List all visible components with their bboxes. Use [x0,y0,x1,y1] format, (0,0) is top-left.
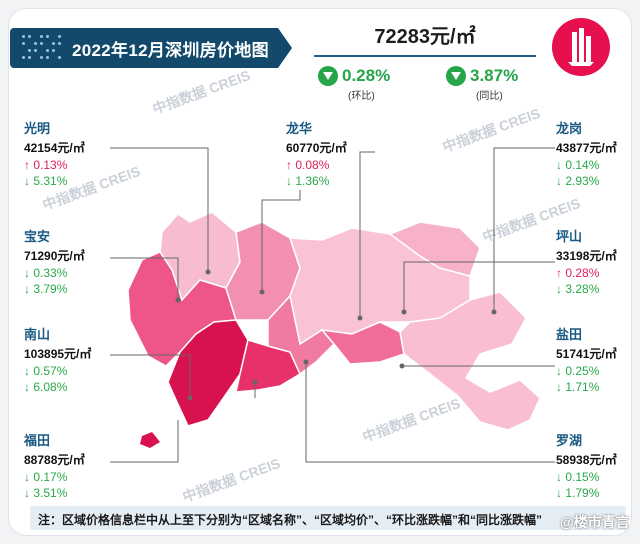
district-yoy: ↓ 1.71% [556,380,600,394]
district-name: 宝安 [24,229,51,244]
district-mom: ↑ 0.13% [24,158,68,172]
divider [314,55,536,57]
district-yoy: ↓ 2.93% [556,174,600,188]
district-name: 南山 [24,327,51,342]
district-price: 60770元/㎡ [286,141,347,155]
region-luohu [267,294,336,376]
page-title: 2022年12月深圳房价地图 [72,40,269,60]
mom-label: (环比) [348,91,375,102]
district-mom: ↓ 0.17% [24,470,68,484]
district-name: 罗湖 [556,433,583,448]
mom-value: 0.28% [342,66,391,85]
district-price: 42154元/㎡ [24,141,85,155]
district-yoy: ↓ 1.79% [556,486,600,500]
district-price: 51741元/㎡ [556,347,617,361]
district-price: 58938元/㎡ [556,453,617,467]
district-pingshan: 坪山 33198元/㎡ ↑ 0.28% ↓ 3.28% [556,226,636,296]
district-price: 33198元/㎡ [556,249,617,263]
footnote: 注：区域价格信息栏中从上至下分别为“区域名称”、“区域均价”、“环比涨跌幅”和“… [30,506,626,530]
district-price: 43877元/㎡ [556,141,617,155]
district-yoy: ↓ 5.31% [24,174,68,188]
overall-price-panel: 72283元/㎡ [310,20,540,57]
district-mom: ↓ 0.57% [24,364,68,378]
district-luohu: 罗湖 58938元/㎡ ↓ 0.15% ↓ 1.79% [556,430,636,500]
city-skyline-icon [552,18,610,76]
district-longhua: 龙华 60770元/㎡ ↑ 0.08% ↓ 1.36% [286,118,386,188]
district-baoan: 宝安 71290元/㎡ ↓ 0.33% ↓ 3.79% [24,226,124,296]
district-name: 坪山 [556,229,583,244]
district-longgang: 龙岗 43877元/㎡ ↓ 0.14% ↓ 2.93% [556,118,636,188]
yoy-value: 3.87% [470,66,519,85]
dot-grid-icon [22,35,64,61]
district-name: 龙岗 [556,121,583,136]
district-yoy: ↓ 3.28% [556,282,600,296]
region-dapeng [399,291,541,431]
down-arrow-icon [446,66,466,86]
district-yantian: 盐田 51741元/㎡ ↓ 0.25% ↓ 1.71% [556,324,636,394]
district-price: 103895元/㎡ [24,347,92,361]
district-yoy: ↓ 3.79% [24,282,68,296]
overall-mom: 0.28% (环比) [318,66,428,102]
overall-price: 72283元/㎡ [374,26,476,48]
down-arrow-icon [318,66,338,86]
district-yoy: ↓ 3.51% [24,486,68,500]
district-mom: ↓ 0.15% [556,470,600,484]
district-yoy: ↓ 1.36% [286,174,330,188]
district-name: 福田 [24,433,51,448]
district-nanshan: 南山 103895元/㎡ ↓ 0.57% ↓ 6.08% [24,324,124,394]
district-name: 龙华 [286,121,313,136]
region-island [140,432,160,448]
overall-yoy: 3.87% (同比) [446,66,556,102]
title-banner: 2022年12月深圳房价地图 [10,28,292,68]
district-mom: ↑ 0.08% [286,158,330,172]
district-mom: ↓ 0.33% [24,266,68,280]
district-name: 光明 [24,121,51,136]
district-yoy: ↓ 6.08% [24,380,68,394]
district-mom: ↓ 0.25% [556,364,600,378]
district-price: 88788元/㎡ [24,453,85,467]
source-credit: @楼市青言 [560,514,630,530]
district-mom: ↓ 0.14% [556,158,600,172]
district-price: 71290元/㎡ [24,249,85,263]
district-name: 盐田 [556,327,583,342]
district-mom: ↑ 0.28% [556,266,600,280]
district-futian: 福田 88788元/㎡ ↓ 0.17% ↓ 3.51% [24,430,124,500]
leader-dots [175,269,497,401]
yoy-label: (同比) [476,91,503,102]
district-guangming: 光明 42154元/㎡ ↑ 0.13% ↓ 5.31% [24,118,124,188]
leader-lines [110,147,555,463]
